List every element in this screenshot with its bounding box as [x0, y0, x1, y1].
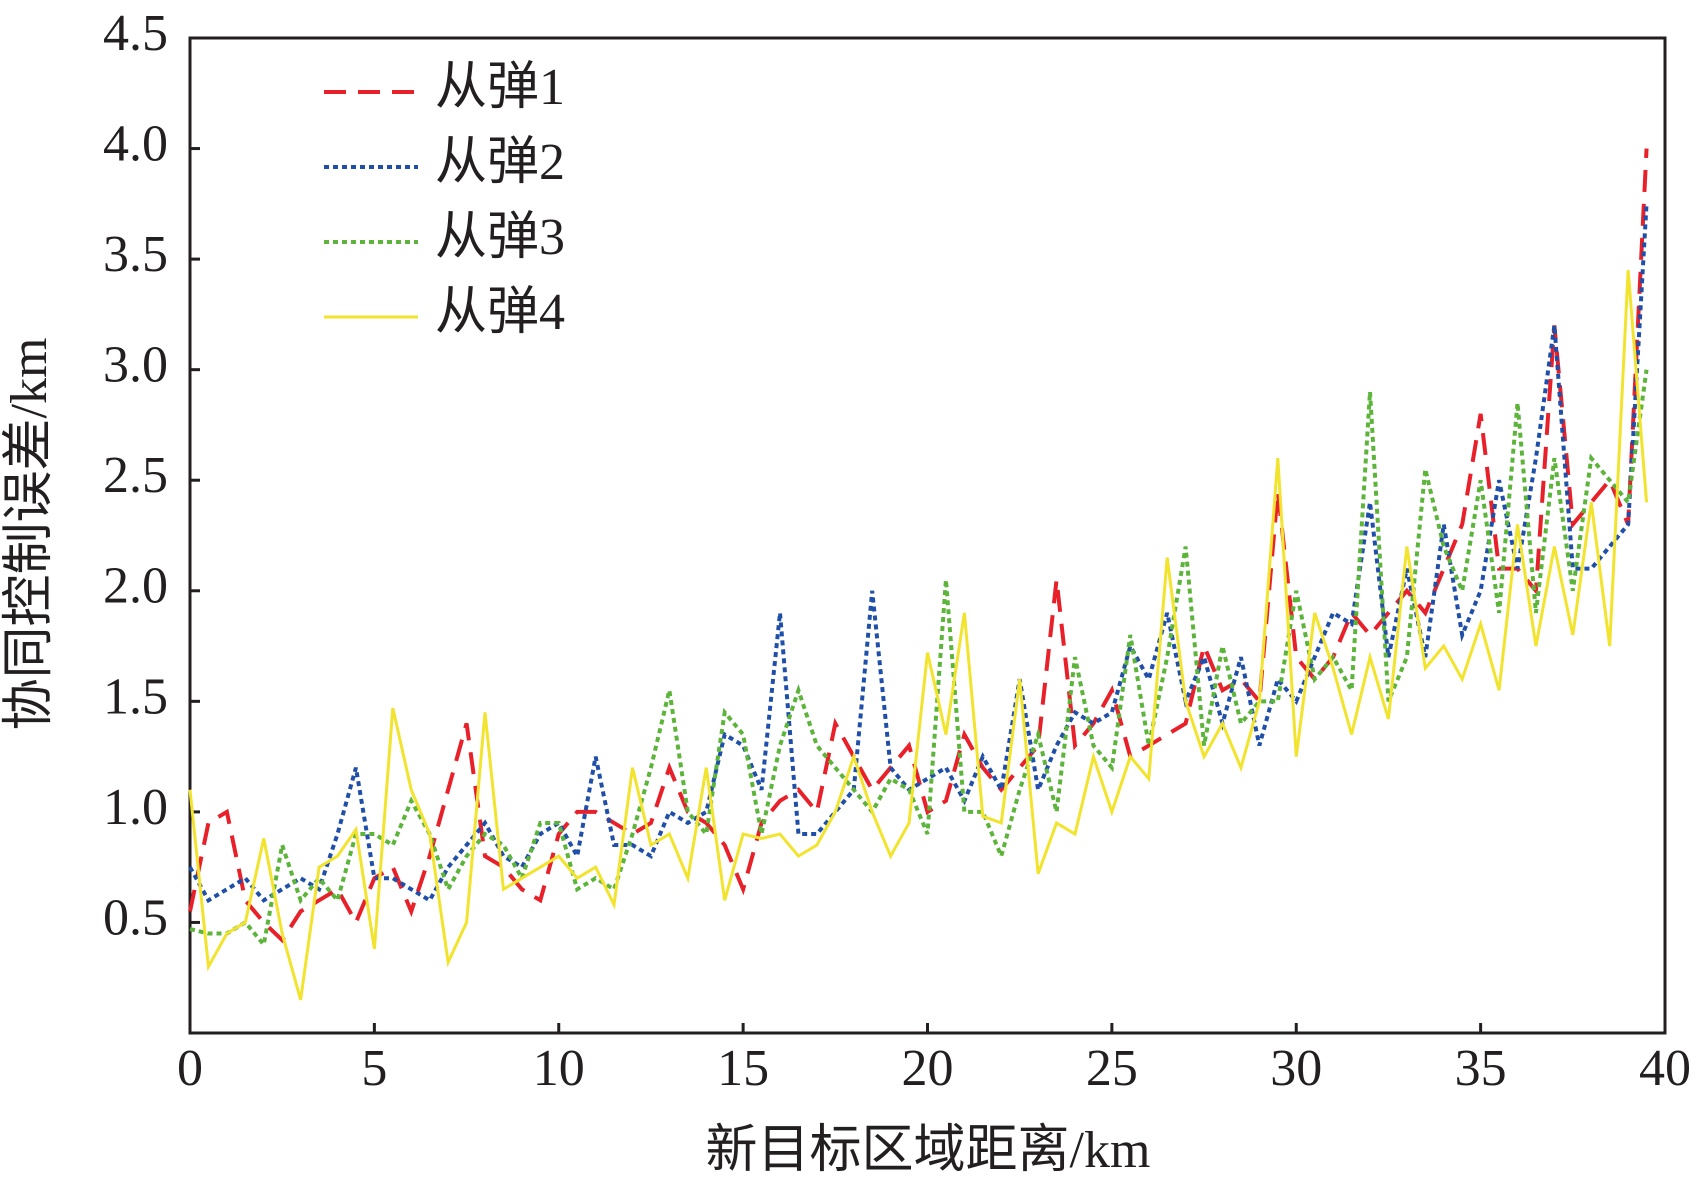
- x-tick-label: 10: [533, 1040, 585, 1097]
- y-tick-label: 2.5: [103, 447, 168, 504]
- y-tick-label: 4.0: [103, 115, 168, 172]
- x-tick-label: 15: [717, 1040, 769, 1097]
- legend-label: 从弹2: [435, 134, 565, 191]
- series-line: [189, 369, 1649, 950]
- y-tick-label: 1.5: [103, 668, 168, 725]
- y-tick-label: 2.0: [103, 558, 168, 615]
- x-axis-label: 新目标区域距离/km: [706, 1122, 1151, 1179]
- series-line: [188, 270, 1649, 1001]
- y-tick-label: 3.5: [103, 226, 168, 283]
- x-tick-label: 20: [902, 1040, 954, 1097]
- x-tick-label: 30: [1270, 1040, 1322, 1097]
- y-axis-label: 协同控制误差/km: [1, 338, 58, 731]
- x-tick-label: 35: [1455, 1040, 1507, 1097]
- legend-label: 从弹1: [435, 59, 565, 116]
- series-line: [188, 148, 1649, 944]
- x-tick-label: 5: [361, 1040, 387, 1097]
- y-tick-label: 3.0: [103, 337, 168, 394]
- series-line: [188, 203, 1649, 904]
- x-tick-label: 0: [177, 1040, 203, 1097]
- y-tick-label: 1.0: [103, 779, 168, 836]
- legend-label: 从弹3: [435, 209, 565, 266]
- legend-label: 从弹4: [435, 284, 565, 341]
- x-tick-label: 25: [1086, 1040, 1138, 1097]
- x-tick-label: 40: [1639, 1040, 1691, 1097]
- y-tick-label: 0.5: [103, 889, 168, 946]
- y-tick-label: 4.5: [103, 5, 168, 62]
